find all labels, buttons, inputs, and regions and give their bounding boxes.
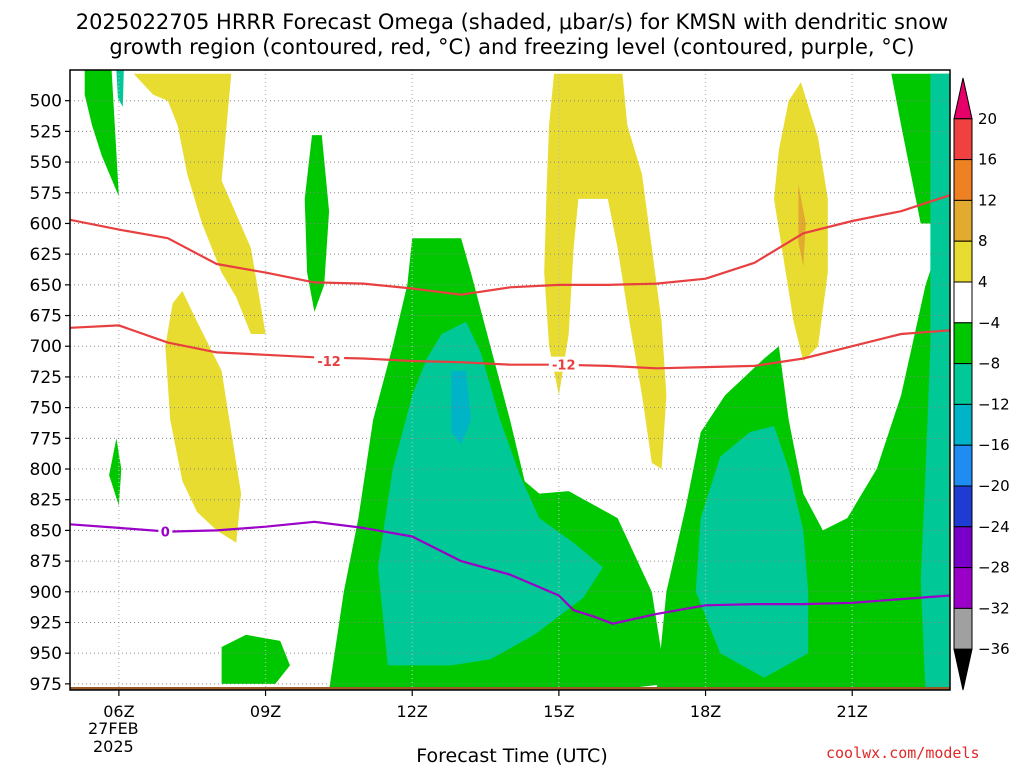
contour-label-bg-2-0	[158, 523, 173, 539]
omega-fill-10	[544, 73, 667, 469]
credit-link[interactable]: coolwx.com/models	[826, 744, 980, 762]
x-tick-label-12Z: 12Z	[397, 702, 428, 721]
date-year: 2025	[92, 737, 134, 756]
omega-fill-2	[109, 438, 122, 506]
contour-line-0	[70, 194, 950, 296]
colorbar: 20 16 12 8 4 −4 −8 −12 −16 −20 −24 −28 −32 −36	[953, 77, 1010, 691]
colorbar-label-6: −8	[978, 355, 1000, 373]
y-tick-label-500: 500	[30, 92, 62, 112]
omega-fill-0	[84, 70, 119, 197]
x-tick-label-18Z: 18Z	[690, 702, 721, 721]
colorbar-cell-11	[953, 526, 973, 569]
colorbar-label-11: −28	[978, 559, 1010, 577]
colorbar-label-3: 8	[978, 232, 988, 250]
contour-line-1	[70, 324, 950, 370]
omega-fill-12	[695, 426, 809, 678]
y-tick-label-875: 875	[30, 552, 62, 572]
colorbar-label-8: −16	[978, 436, 1010, 454]
colorbar-cell-2	[953, 159, 973, 201]
colorbar-cell-7	[953, 363, 973, 405]
colorbar-label-2: 12	[978, 191, 997, 209]
y-tick-label-975: 975	[30, 675, 62, 695]
y-tick-label-600: 600	[30, 214, 62, 234]
x-tick-label-21Z: 21Z	[837, 702, 868, 721]
contour-label-bg-1-1	[548, 356, 579, 372]
ground-strip	[70, 687, 950, 690]
colorbar-label-5: −4	[978, 314, 1000, 332]
colorbar-label-13: −36	[978, 640, 1010, 658]
colorbar-cell-6	[953, 322, 973, 365]
colorbar-label-7: −12	[978, 395, 1010, 413]
colorbar-cell-3	[953, 199, 973, 242]
colorbar-cell-8	[953, 403, 973, 446]
colorbar-label-1: 16	[978, 151, 997, 169]
colorbar-label-10: −24	[978, 518, 1010, 536]
omega-fill-3	[133, 73, 266, 334]
contour-label-1-1: -12	[552, 359, 576, 374]
omega-fill-9	[221, 634, 290, 684]
colorbar-cell-5	[953, 281, 973, 324]
omega-fill-8	[451, 370, 471, 445]
y-tick-label-900: 900	[30, 583, 62, 603]
colorbar-cell-13	[953, 607, 973, 650]
y-tick-label-550: 550	[30, 153, 62, 173]
date-day: 27FEB	[88, 719, 139, 738]
chart-title-line-1: 2025022705 HRRR Forecast Omega (shaded, …	[75, 10, 949, 34]
omega-fill-4	[165, 291, 242, 543]
date-label: 27FEB 2025	[88, 720, 139, 756]
colorbar-label-12: −32	[978, 599, 1010, 617]
y-tick-label-700: 700	[30, 337, 62, 357]
omega-fill-16	[920, 73, 950, 690]
omega-fill-14	[798, 184, 806, 267]
colorbar-label-4: 4	[978, 273, 988, 291]
colorbar-cell-4	[953, 240, 973, 283]
colorbar-label-9: −20	[978, 477, 1010, 495]
y-tick-label-575: 575	[30, 184, 62, 204]
contour-label-bg-1-0	[314, 352, 345, 368]
grid-lines	[70, 70, 950, 690]
y-tick-label-825: 825	[30, 491, 62, 511]
x-axis-label: Forecast Time (UTC)	[416, 745, 608, 767]
contour-label-2-0: 0	[161, 526, 170, 541]
omega-fill-5	[304, 135, 330, 312]
y-tick-label-800: 800	[30, 460, 62, 480]
x-tick-label-09Z: 09Z	[250, 702, 281, 721]
x-tick-label-15Z: 15Z	[543, 702, 574, 721]
y-tick-label-950: 950	[30, 644, 62, 664]
colorbar-cell-14	[953, 648, 973, 691]
y-tick-label-775: 775	[30, 429, 62, 449]
y-tick-label-650: 650	[30, 276, 62, 296]
x-tick-label-06Z: 06Z	[103, 702, 134, 721]
y-tick-label-850: 850	[30, 521, 62, 541]
y-tick-label-750: 750	[30, 399, 62, 419]
colorbar-cell-12	[953, 567, 973, 609]
colorbar-cell-9	[953, 444, 973, 487]
y-tick-label-675: 675	[30, 307, 62, 327]
colorbar-label-0: 20	[978, 110, 997, 128]
colorbar-cell-10	[953, 485, 973, 528]
y-tick-label-925: 925	[30, 613, 62, 633]
y-tick-label-725: 725	[30, 368, 62, 388]
omega-fills	[70, 70, 950, 690]
omega-fill-1	[116, 70, 124, 107]
chart-title-line-2: growth region (contoured, red, °C) and f…	[109, 35, 915, 59]
colorbar-cell-1	[953, 118, 973, 161]
colorbar-cell-0	[953, 77, 973, 120]
contour-label-1-0: -12	[317, 355, 341, 370]
y-tick-label-625: 625	[30, 245, 62, 265]
plot-frame	[69, 69, 951, 691]
contour-lines: -12 -12 0	[70, 194, 950, 625]
y-tick-label-525: 525	[30, 122, 62, 142]
contour-line-2	[70, 520, 950, 625]
axes: 500 525 550 575 600 625 650 675 700 725 750 775 800 8…	[30, 69, 951, 721]
